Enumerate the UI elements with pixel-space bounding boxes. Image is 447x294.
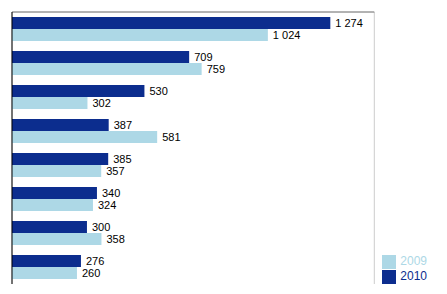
svg-text:324: 324: [98, 199, 116, 211]
svg-text:709: 709: [194, 51, 212, 63]
svg-text:1 274: 1 274: [335, 17, 363, 29]
svg-text:385: 385: [113, 153, 131, 165]
html-text:2009: 2009: [400, 254, 427, 269]
svg-text:387: 387: [114, 119, 132, 131]
svg-text:358: 358: [106, 233, 124, 245]
svg-text:759: 759: [207, 63, 225, 75]
svg-text:340: 340: [102, 187, 120, 199]
svg-text:581: 581: [162, 131, 180, 143]
svg-text:300: 300: [92, 221, 110, 233]
html-text:2010: 2010: [400, 269, 427, 284]
svg-text:1 024: 1 024: [273, 29, 301, 41]
svg-text:357: 357: [106, 165, 124, 177]
svg-text:302: 302: [92, 97, 110, 109]
svg-text:530: 530: [149, 85, 167, 97]
svg-text:276: 276: [86, 255, 104, 267]
svg-text:260: 260: [82, 267, 100, 279]
